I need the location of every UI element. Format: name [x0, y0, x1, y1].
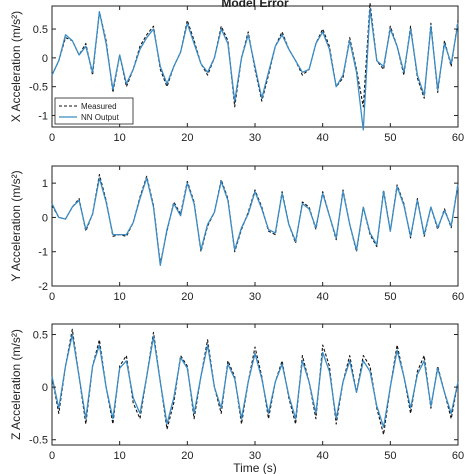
y-tick-label: -2 — [38, 281, 48, 293]
y-tick-label: -1 — [38, 110, 48, 122]
x-tick-label: 30 — [249, 132, 261, 144]
chart-title: Model Error — [221, 0, 289, 10]
legend-box — [54, 97, 134, 125]
series-line-nn-output — [51, 177, 459, 267]
x-tick-label: 30 — [249, 291, 261, 303]
x-tick-label: 60 — [452, 291, 464, 303]
y-tick-label: -0.5 — [29, 82, 48, 94]
y-tick-label: -0.5 — [29, 435, 48, 447]
x-tick-label: 10 — [114, 291, 126, 303]
y-axis-label: X Acceleration (m/s²) — [9, 11, 23, 122]
plot-area — [51, 323, 459, 446]
x-tick-label: 20 — [181, 450, 193, 462]
panel-3: 0 10 20 30 40 50 60-0.500.5Z Acceleration (m/s… — [9, 323, 464, 474]
x-tick-label: 40 — [317, 291, 329, 303]
y-tick-label: -1 — [38, 247, 48, 259]
x-tick-label: 30 — [249, 450, 261, 462]
x-tick-label: 20 — [181, 291, 193, 303]
series-line-nn-output — [51, 333, 459, 428]
y-tick-label: 0 — [42, 212, 48, 224]
panel-1: 0 10 20 30 40 50 60 -1 -0.5 0 0.5 X Acceleration (m… — [9, 0, 464, 144]
panel-2: 0 10 20 30 40 50 60 -2 -1 0 1 Y Acceleration (m/s²) — [9, 165, 464, 303]
x-tick-label: 10 — [114, 450, 126, 462]
x-axis-label: Time (s) — [233, 461, 277, 474]
y-axis-label: Y Acceleration (m/s²) — [9, 170, 23, 281]
x-tick-label: 10 — [114, 132, 126, 144]
y-tick-label: 1 — [42, 178, 48, 190]
x-tick-label: 0 — [49, 132, 55, 144]
y-axis-label: Z Acceleration (m/s²) — [9, 329, 23, 440]
x-tick-label: 0 — [49, 450, 55, 462]
legend: Measured NN Output — [54, 97, 134, 125]
y-tick-label: 0 — [42, 382, 48, 394]
x-tick-label: 50 — [384, 132, 396, 144]
y-tick-label: 0.5 — [33, 330, 48, 342]
x-tick-label: 50 — [384, 291, 396, 303]
x-tick-label: 60 — [452, 132, 464, 144]
x-tick-label: 0 — [49, 291, 55, 303]
series-line-nn-output — [51, 8, 459, 131]
x-tick-label: 20 — [181, 132, 193, 144]
x-tick-label: 40 — [317, 132, 329, 144]
legend-label: Measured — [81, 102, 117, 111]
x-tick-label: 40 — [317, 450, 329, 462]
y-tick-label: 0.5 — [33, 24, 48, 36]
x-tick-label: 50 — [384, 450, 396, 462]
legend-label: NN Output — [81, 113, 120, 122]
plot-area — [51, 165, 459, 287]
x-tick-label: 60 — [452, 450, 464, 462]
y-tick-label: 0 — [42, 53, 48, 65]
